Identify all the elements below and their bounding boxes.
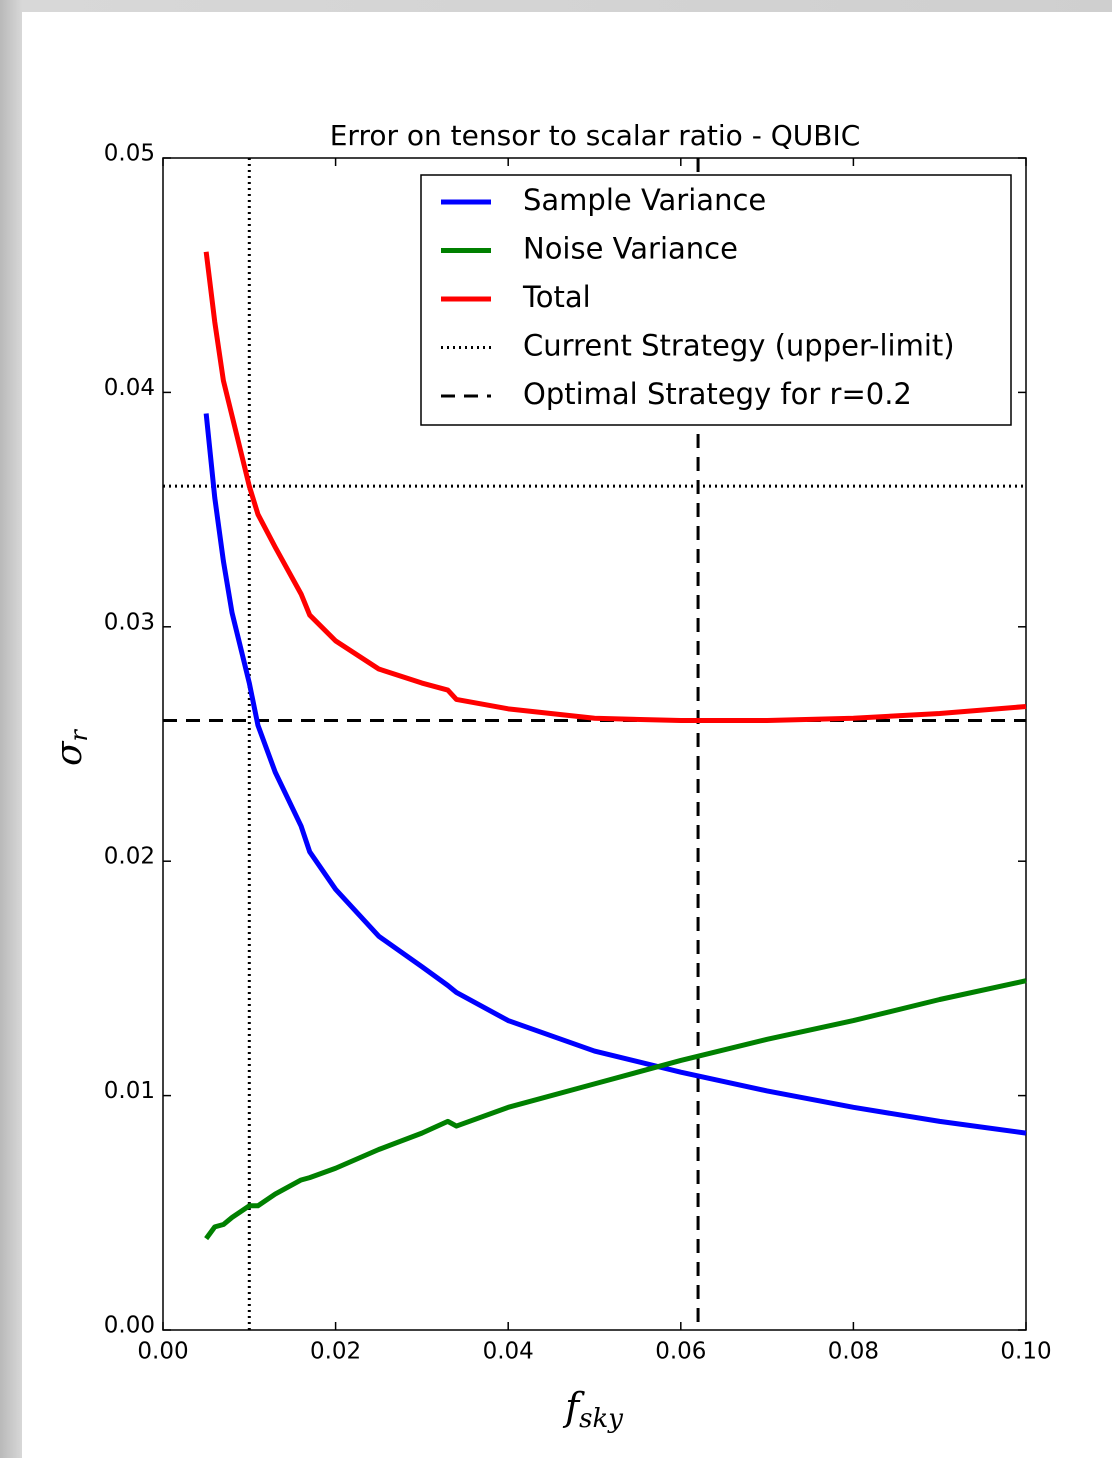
legend-label: Total bbox=[522, 280, 591, 314]
x-tick-label: 0.00 bbox=[137, 1339, 188, 1365]
y-tick-label: 0.04 bbox=[104, 375, 155, 401]
y-tick-label: 0.02 bbox=[104, 844, 155, 870]
chart: Error on tensor to scalar ratio - QUBIC … bbox=[0, 0, 1112, 1458]
legend: Sample Variance Noise Variance Total Curren… bbox=[421, 175, 1011, 425]
legend-label: Current Strategy (upper-limit) bbox=[523, 329, 955, 363]
x-label-sub: sky bbox=[579, 1404, 623, 1434]
legend-label: Noise Variance bbox=[523, 232, 738, 266]
data-line bbox=[206, 413, 1026, 1133]
x-tick-label: 0.04 bbox=[483, 1339, 534, 1365]
x-tick-label: 0.06 bbox=[655, 1339, 706, 1365]
page: Error on tensor to scalar ratio - QUBIC … bbox=[0, 0, 1112, 1458]
x-axis-label: fsky bbox=[562, 1385, 623, 1435]
y-label-sub: r bbox=[65, 728, 93, 741]
y-tick-label: 0.03 bbox=[104, 609, 155, 635]
legend-label: Sample Variance bbox=[523, 183, 766, 217]
x-tick-label: 0.02 bbox=[310, 1339, 361, 1365]
y-tick-label: 0.01 bbox=[104, 1078, 155, 1104]
y-tick-label: 0.05 bbox=[104, 141, 155, 167]
legend-label: Optimal Strategy for r=0.2 bbox=[523, 377, 912, 411]
x-tick-label: 0.10 bbox=[1000, 1339, 1051, 1365]
y-tick-label: 0.00 bbox=[104, 1313, 155, 1339]
x-tick-label: 0.08 bbox=[828, 1339, 879, 1365]
y-label-main: σ bbox=[49, 740, 90, 766]
chart-title: Error on tensor to scalar ratio - QUBIC bbox=[330, 119, 861, 152]
y-axis-label: σr bbox=[49, 728, 93, 766]
data-line bbox=[206, 981, 1026, 1239]
